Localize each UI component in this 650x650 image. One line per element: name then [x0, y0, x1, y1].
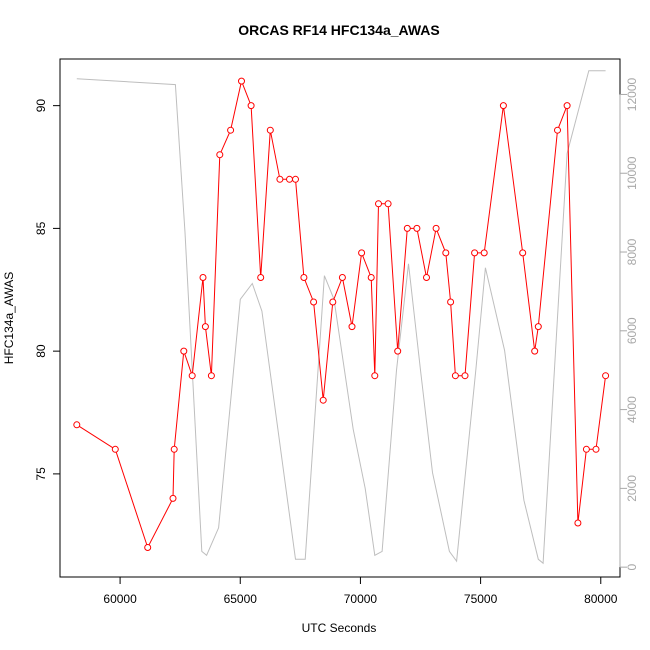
x-tick-label: 75000	[464, 592, 498, 606]
y-axis: 75 80 85 90	[34, 99, 61, 481]
y2-axis-right: 0 2000 4000 6000 8000 10000 12000	[619, 77, 639, 571]
plot-layer	[73, 70, 610, 565]
y2-tick-label: 10000	[625, 156, 639, 190]
data-point	[338, 274, 346, 281]
x-axis: 60000 65000 70000 75000 80000	[103, 576, 618, 606]
data-point	[310, 298, 318, 306]
data-point	[319, 396, 327, 404]
data-point	[238, 77, 245, 85]
data-point	[531, 347, 539, 355]
data-point	[199, 274, 207, 281]
data-point	[201, 323, 209, 331]
data-point	[413, 224, 421, 232]
y-tick-label: 85	[34, 221, 48, 235]
data-point	[371, 372, 379, 380]
y2-tick-label: 4000	[625, 396, 639, 423]
data-point	[471, 249, 479, 257]
data-point	[358, 249, 366, 257]
x-tick-label: 80000	[584, 592, 618, 606]
data-point	[216, 151, 224, 159]
data-point	[432, 224, 440, 232]
data-point	[574, 519, 582, 527]
y2-tick-label: 12000	[625, 77, 639, 111]
data-point	[534, 323, 542, 331]
data-point	[375, 200, 382, 208]
y2-tick-label: 2000	[625, 475, 639, 502]
data-point	[169, 494, 177, 502]
data-point	[403, 224, 411, 232]
data-point	[384, 200, 392, 208]
data-point	[73, 421, 81, 429]
data-point	[394, 347, 402, 355]
data-point	[227, 126, 235, 134]
y2-tick-label: 8000	[625, 238, 639, 265]
data-point	[582, 445, 590, 453]
data-point	[111, 445, 119, 453]
x-tick-label: 70000	[344, 592, 378, 606]
data-point	[266, 126, 274, 134]
data-point	[442, 249, 450, 257]
x-tick-label: 65000	[224, 592, 258, 606]
series-line-right-axis	[76, 70, 606, 565]
data-point	[329, 298, 337, 306]
data-point	[447, 298, 455, 306]
data-point	[170, 445, 178, 453]
data-point	[300, 274, 308, 281]
x-axis-label: UTC Seconds	[302, 621, 377, 635]
data-point	[519, 249, 527, 257]
data-point	[480, 249, 488, 257]
data-point	[499, 102, 507, 110]
y-tick-label: 75	[34, 467, 48, 481]
data-point	[348, 323, 356, 331]
chart-title: ORCAS RF14 HFC134a_AWAS	[238, 22, 440, 38]
data-point	[180, 347, 188, 355]
data-point	[257, 274, 265, 281]
x-tick-label: 60000	[103, 592, 137, 606]
data-point	[563, 102, 571, 110]
data-point	[367, 274, 375, 281]
y-axis-label: HFC134a_AWAS	[2, 272, 16, 364]
data-point	[461, 372, 469, 380]
data-point	[276, 175, 284, 183]
data-point	[592, 445, 600, 453]
data-point	[144, 544, 152, 551]
y-tick-label: 80	[34, 344, 48, 358]
data-point	[451, 372, 459, 380]
y-tick-label: 90	[34, 99, 48, 113]
y2-tick-label: 0	[625, 564, 639, 571]
data-point	[423, 274, 430, 281]
data-point	[286, 175, 293, 183]
data-point	[554, 126, 561, 134]
data-point	[247, 102, 255, 110]
data-point	[188, 372, 196, 380]
data-point	[292, 175, 299, 183]
y2-tick-label: 6000	[625, 317, 639, 344]
data-point	[602, 372, 610, 380]
data-point	[207, 372, 215, 380]
